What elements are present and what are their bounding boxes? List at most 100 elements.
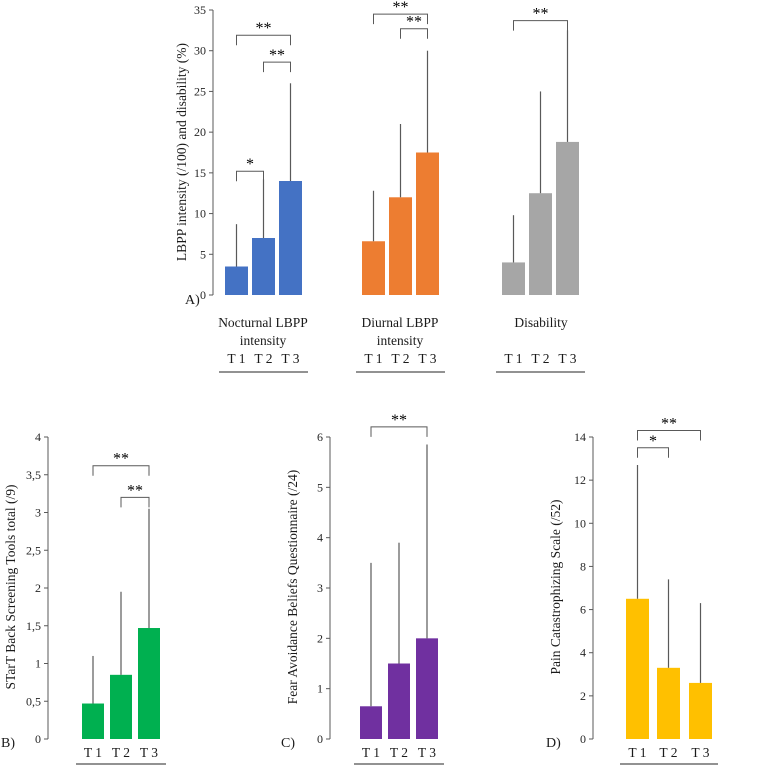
- bar: [360, 706, 382, 739]
- y-axis-label: Pain Catastrophizing Scale (/52): [548, 499, 563, 674]
- bar: [689, 682, 712, 739]
- panel-label-b: B): [1, 736, 15, 751]
- category-label: T 1: [364, 351, 382, 366]
- y-tick-label: 0: [317, 732, 323, 746]
- significance-stars: **: [661, 416, 677, 433]
- y-tick-label: 1: [317, 682, 323, 696]
- bar: [362, 241, 385, 295]
- significance-stars: **: [391, 412, 407, 429]
- panel-label-a: A): [185, 293, 200, 308]
- y-tick-label: 12: [574, 473, 586, 487]
- bar: [82, 703, 104, 739]
- bar: [416, 638, 438, 739]
- category-label: T 2: [659, 745, 677, 760]
- category-label: T 1: [227, 351, 245, 366]
- category-label: T 1: [84, 745, 102, 760]
- panel-label-d: D): [546, 736, 561, 751]
- y-tick-label: 6: [317, 430, 323, 444]
- y-tick-label: 4: [35, 430, 41, 444]
- bar: [388, 663, 410, 739]
- y-tick-label: 4: [580, 646, 586, 660]
- y-tick-label: 5: [200, 247, 206, 261]
- significance-stars: *: [649, 433, 657, 450]
- y-tick-label: 0: [580, 732, 586, 746]
- bar: [279, 181, 302, 295]
- y-tick-label: 8: [580, 559, 586, 573]
- y-tick-label: 10: [574, 516, 586, 530]
- category-label: T 1: [628, 745, 646, 760]
- significance-stars: **: [127, 482, 143, 499]
- y-tick-label: 1,5: [26, 619, 41, 633]
- significance-stars: **: [406, 14, 422, 31]
- y-tick-label: 10: [194, 207, 206, 221]
- significance-stars: **: [393, 0, 409, 16]
- y-tick-label: 3: [317, 581, 323, 595]
- bar: [657, 667, 680, 739]
- category-label: T 3: [281, 351, 299, 366]
- bar: [252, 238, 275, 295]
- significance-stars: **: [256, 20, 272, 37]
- y-tick-label: 2: [580, 689, 586, 703]
- y-tick-label: 0: [200, 288, 206, 302]
- y-tick-label: 25: [194, 84, 206, 98]
- category-label: T 3: [691, 745, 709, 760]
- significance-stars: *: [246, 156, 254, 173]
- y-tick-label: 3,5: [26, 468, 41, 482]
- category-label: T 2: [112, 745, 130, 760]
- bar: [138, 628, 160, 739]
- y-axis-label: LBPP intensity (/100) and disability (%): [174, 43, 189, 261]
- y-tick-label: 2: [35, 581, 41, 595]
- category-label: T 1: [362, 745, 380, 760]
- bar: [225, 266, 248, 295]
- panel-label-c: C): [281, 736, 295, 751]
- category-label: T 1: [504, 351, 522, 366]
- group-label: Nocturnal LBPP: [218, 315, 308, 330]
- significance-bracket: [236, 170, 264, 182]
- y-tick-label: 0,5: [26, 694, 41, 708]
- significance-bracket: [92, 465, 150, 476]
- y-tick-label: 15: [194, 166, 206, 180]
- group-label: Disability: [514, 315, 567, 330]
- y-tick-label: 2,5: [26, 543, 41, 557]
- group-label: Diurnal LBPP: [362, 315, 439, 330]
- y-tick-label: 14: [574, 430, 586, 444]
- significance-stars: **: [113, 451, 129, 468]
- y-axis-label: STarT Back Screening Tools total (/9): [3, 485, 18, 690]
- bar: [626, 598, 649, 739]
- y-axis-label: Fear Avoidance Beliefs Questionnaire (/2…: [285, 470, 300, 704]
- significance-bracket: [263, 61, 291, 73]
- group-label: intensity: [377, 333, 424, 348]
- bar: [389, 197, 412, 295]
- y-tick-label: 20: [194, 125, 206, 139]
- bar: [416, 152, 439, 295]
- category-label: T 2: [391, 351, 409, 366]
- category-label: T 3: [418, 745, 436, 760]
- y-tick-label: 0: [35, 732, 41, 746]
- y-tick-label: 2: [317, 631, 323, 645]
- bar: [529, 193, 552, 295]
- significance-bracket: [373, 13, 428, 25]
- bar: [110, 674, 132, 739]
- bar: [556, 141, 579, 295]
- significance-bracket: [370, 426, 428, 437]
- significance-bracket: [637, 447, 669, 458]
- significance-bracket: [400, 28, 428, 39]
- category-label: T 3: [140, 745, 158, 760]
- y-tick-label: 35: [194, 3, 206, 17]
- category-label: T 3: [418, 351, 436, 366]
- y-tick-label: 4: [317, 531, 323, 545]
- y-tick-label: 5: [317, 480, 323, 494]
- category-label: T 3: [558, 351, 576, 366]
- category-label: T 2: [531, 351, 549, 366]
- y-tick-label: 30: [194, 44, 206, 58]
- y-tick-label: 1: [35, 657, 41, 671]
- significance-bracket: [236, 34, 291, 46]
- significance-bracket: [120, 496, 150, 508]
- category-label: T 2: [254, 351, 272, 366]
- significance-stars: **: [533, 6, 549, 23]
- group-label: intensity: [240, 333, 287, 348]
- significance-bracket: [637, 430, 701, 441]
- significance-bracket: [513, 20, 568, 31]
